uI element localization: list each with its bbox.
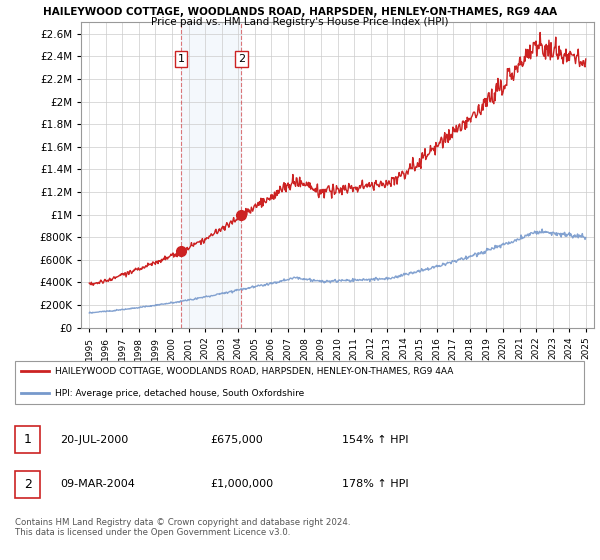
Text: £1,000,000: £1,000,000	[210, 479, 273, 489]
Text: HAILEYWOOD COTTAGE, WOODLANDS ROAD, HARPSDEN, HENLEY-ON-THAMES, RG9 4AA: HAILEYWOOD COTTAGE, WOODLANDS ROAD, HARP…	[55, 367, 454, 376]
FancyBboxPatch shape	[15, 361, 584, 404]
Text: 178% ↑ HPI: 178% ↑ HPI	[342, 479, 409, 489]
Text: Price paid vs. HM Land Registry's House Price Index (HPI): Price paid vs. HM Land Registry's House …	[151, 17, 449, 27]
Text: 154% ↑ HPI: 154% ↑ HPI	[342, 435, 409, 445]
Text: Contains HM Land Registry data © Crown copyright and database right 2024.
This d: Contains HM Land Registry data © Crown c…	[15, 518, 350, 538]
Text: 1: 1	[178, 54, 185, 64]
Text: 20-JUL-2000: 20-JUL-2000	[60, 435, 128, 445]
Text: 2: 2	[23, 478, 32, 491]
Text: 09-MAR-2004: 09-MAR-2004	[60, 479, 135, 489]
Text: £675,000: £675,000	[210, 435, 263, 445]
Text: HAILEYWOOD COTTAGE, WOODLANDS ROAD, HARPSDEN, HENLEY-ON-THAMES, RG9 4AA: HAILEYWOOD COTTAGE, WOODLANDS ROAD, HARP…	[43, 7, 557, 17]
Text: HPI: Average price, detached house, South Oxfordshire: HPI: Average price, detached house, Sout…	[55, 389, 304, 398]
Text: 2: 2	[238, 54, 245, 64]
Text: 1: 1	[23, 433, 32, 446]
Bar	[181, 22, 241, 328]
